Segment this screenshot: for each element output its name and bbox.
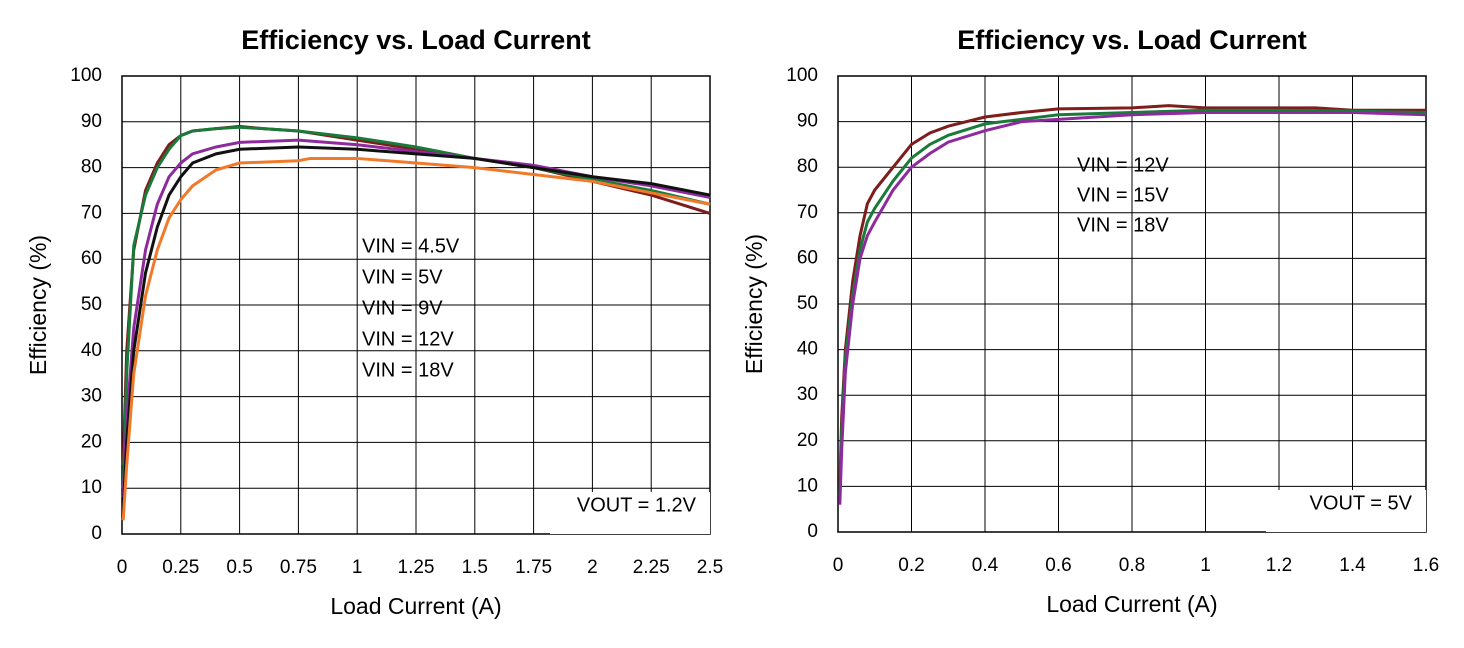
y-tick-label: 0 (807, 521, 818, 542)
series-line (838, 110, 1427, 505)
annotation: VOUT = 5V (1310, 492, 1413, 514)
x-tick-label: 2.5 (697, 557, 723, 578)
chart-title: Efficiency vs. Load Current (957, 25, 1307, 55)
y-tick-label: 100 (70, 65, 102, 86)
x-tick-label: 0.4 (972, 555, 999, 576)
y-tick-label: 50 (797, 293, 818, 314)
x-tick-label: 1.4 (1339, 555, 1366, 576)
legend-label: VIN = 18V (362, 359, 454, 381)
x-axis-label: Load Current (A) (1046, 591, 1217, 617)
y-tick-label: 30 (797, 384, 818, 405)
y-tick-label: 60 (797, 247, 818, 268)
x-tick-label: 2 (587, 557, 598, 578)
annotation: VOUT = 1.2V (577, 494, 697, 516)
y-tick-label: 40 (797, 339, 818, 360)
x-tick-label: 1 (352, 557, 363, 578)
x-tick-label: 1.25 (398, 557, 435, 578)
y-tick-label: 20 (797, 430, 818, 451)
x-tick-label: 1.5 (462, 557, 488, 578)
x-tick-label: 0.6 (1045, 555, 1071, 576)
series-line (121, 138, 711, 498)
annotation-box (1266, 490, 1426, 532)
y-tick-label: 90 (81, 111, 102, 132)
legend-label: VIN = 12V (1077, 154, 1169, 176)
x-tick-label: 0.2 (898, 555, 924, 576)
y-tick-label: 10 (81, 477, 102, 498)
y-tick-label: 50 (81, 294, 102, 315)
x-tick-label: 0.5 (226, 557, 252, 578)
y-tick-label: 10 (797, 475, 818, 496)
y-tick-label: 70 (797, 202, 818, 223)
y-axis-label: Efficiency (%) (741, 234, 767, 374)
x-tick-label: 0 (833, 555, 844, 576)
y-tick-label: 20 (81, 431, 102, 452)
y-tick-label: 0 (91, 523, 102, 544)
x-axis-label: Load Current (A) (330, 593, 501, 619)
y-tick-label: 100 (786, 65, 818, 86)
y-tick-label: 70 (81, 202, 102, 223)
plot-frame (837, 75, 1427, 533)
x-tick-label: 1.75 (515, 557, 552, 578)
x-tick-label: 1.2 (1266, 555, 1292, 576)
x-tick-label: 2.25 (633, 557, 670, 578)
series-line (121, 145, 711, 512)
y-tick-label: 40 (81, 340, 102, 361)
y-tick-label: 60 (81, 248, 102, 269)
y-axis-label: Efficiency (%) (25, 235, 51, 375)
annotation-box (550, 492, 710, 534)
x-tick-label: 0 (117, 557, 128, 578)
legend-label: VIN = 12V (362, 328, 454, 350)
y-tick-label: 80 (797, 156, 818, 177)
series-line (121, 156, 711, 521)
y-tick-label: 30 (81, 386, 102, 407)
x-tick-label: 1 (1200, 555, 1211, 576)
legend-label: VIN = 18V (1077, 214, 1169, 236)
plot-frame (121, 75, 711, 535)
series-line (121, 124, 711, 466)
legend-label: VIN = 5V (362, 266, 443, 288)
x-tick-label: 1.6 (1413, 555, 1439, 576)
legend-label: VIN = 15V (1077, 184, 1169, 206)
legend-label: VIN = 4.5V (362, 235, 460, 257)
y-tick-label: 80 (81, 157, 102, 178)
chart-title: Efficiency vs. Load Current (241, 25, 591, 55)
x-tick-label: 0.8 (1119, 555, 1145, 576)
x-tick-label: 0.25 (162, 557, 199, 578)
series-line (838, 104, 1426, 487)
x-tick-label: 0.75 (280, 557, 317, 578)
y-tick-label: 90 (797, 111, 818, 132)
legend-label: VIN = 9V (362, 297, 443, 319)
